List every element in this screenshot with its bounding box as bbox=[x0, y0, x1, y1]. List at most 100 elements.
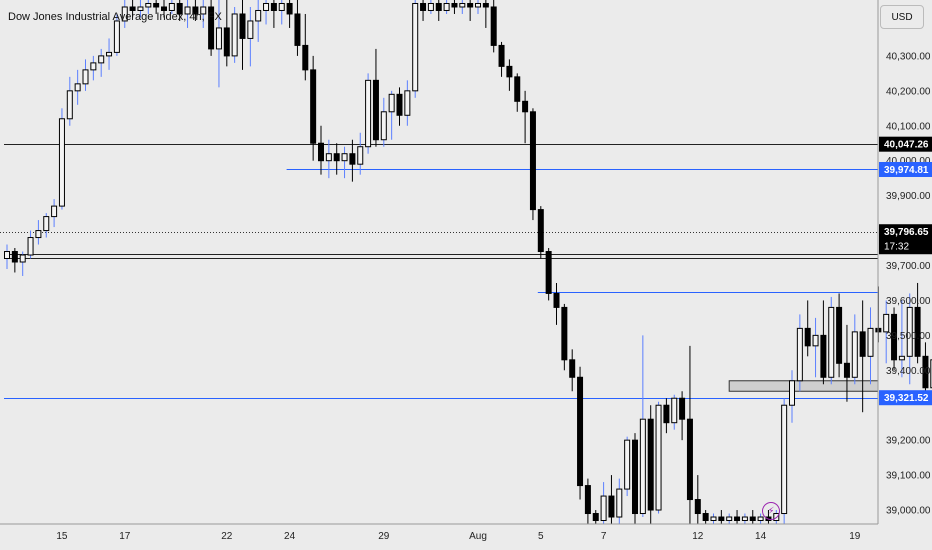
candle-body bbox=[278, 2, 285, 11]
price-tag-label: 40,047.26 bbox=[884, 140, 929, 151]
candle-body bbox=[482, 2, 489, 8]
candle-body bbox=[286, 2, 293, 15]
candle-body bbox=[192, 6, 199, 15]
candle-body bbox=[545, 251, 552, 294]
candle-body bbox=[427, 2, 434, 11]
candle-body bbox=[200, 6, 207, 15]
candle-body bbox=[671, 397, 678, 424]
candle-body bbox=[757, 516, 764, 522]
candle-body bbox=[294, 13, 301, 46]
candle-body bbox=[663, 404, 670, 424]
candle-body bbox=[396, 93, 403, 116]
price-tick-label: 39,400.00 bbox=[886, 366, 931, 377]
candle-body bbox=[632, 439, 638, 515]
candle-body bbox=[867, 327, 874, 357]
candle-body bbox=[718, 516, 725, 522]
candle-body bbox=[168, 2, 175, 11]
candle-body bbox=[891, 313, 898, 361]
candle-body bbox=[349, 153, 356, 165]
candle-body bbox=[514, 76, 521, 102]
candle-body bbox=[106, 51, 113, 57]
candle-body bbox=[4, 251, 10, 260]
candle-body bbox=[922, 355, 929, 389]
candle-body bbox=[58, 118, 65, 207]
candle-body bbox=[475, 2, 481, 8]
candle-body bbox=[380, 111, 387, 141]
candle-body bbox=[98, 55, 105, 64]
candle-body bbox=[490, 6, 497, 46]
candle-body bbox=[153, 2, 160, 8]
candle-body bbox=[859, 331, 866, 357]
candle-body bbox=[679, 397, 686, 420]
candle-body bbox=[145, 2, 152, 8]
candle-body bbox=[577, 376, 584, 487]
candle-body bbox=[11, 251, 18, 263]
price-tick-label: 39,700.00 bbox=[886, 261, 931, 272]
candle-body bbox=[616, 488, 623, 518]
price-tag-timer: 17:32 bbox=[884, 242, 909, 253]
candle-body bbox=[561, 306, 568, 361]
currency-button[interactable]: USD bbox=[880, 5, 924, 29]
candle-body bbox=[404, 90, 411, 116]
candle-body bbox=[898, 355, 905, 361]
candle-body bbox=[600, 495, 607, 522]
candle-body bbox=[553, 292, 560, 308]
candle-body bbox=[828, 306, 835, 378]
candle-body bbox=[836, 306, 843, 364]
time-tick-label: 19 bbox=[849, 531, 861, 542]
candle-body bbox=[451, 2, 458, 8]
candle-body bbox=[255, 9, 262, 22]
candle-body bbox=[239, 13, 246, 39]
time-tick-label: 17 bbox=[119, 531, 131, 542]
candle-body bbox=[412, 2, 419, 92]
candle-body bbox=[584, 485, 591, 515]
support-zone bbox=[728, 380, 879, 392]
candle-body bbox=[420, 2, 427, 11]
price-tick-label: 39,100.00 bbox=[886, 471, 931, 482]
candle-body bbox=[749, 516, 756, 522]
candle-body bbox=[223, 27, 230, 57]
candle-body bbox=[82, 69, 89, 85]
candle-body bbox=[208, 6, 215, 50]
price-tag-label: 39,796.65 bbox=[884, 227, 929, 238]
candle-body bbox=[325, 153, 332, 162]
candle-body bbox=[906, 306, 913, 357]
candle-body bbox=[302, 44, 309, 71]
candle-body bbox=[789, 380, 795, 406]
candle-body bbox=[129, 6, 136, 11]
chart-title: Dow Jones Industrial Average Index, 4h, … bbox=[8, 11, 222, 23]
candle-body bbox=[459, 2, 466, 8]
price-axis[interactable]: 40,300.0040,200.0040,100.0040,000.0039,9… bbox=[886, 51, 931, 516]
price-tag-label: 39,974.81 bbox=[884, 165, 929, 176]
time-tick-label: 15 bbox=[56, 531, 68, 542]
time-tick-label: 14 bbox=[755, 531, 767, 542]
candle-body bbox=[467, 2, 474, 8]
candle-body bbox=[796, 327, 803, 382]
price-tag bbox=[879, 390, 932, 406]
price-tick-label: 39,000.00 bbox=[886, 506, 931, 517]
time-tick-label: 5 bbox=[538, 531, 544, 542]
candle-body bbox=[90, 62, 97, 71]
price-tag bbox=[879, 224, 932, 255]
candle-body bbox=[624, 439, 631, 490]
candle-body bbox=[113, 20, 120, 53]
candle-body bbox=[247, 20, 254, 39]
candle-body bbox=[820, 334, 827, 378]
candle-body bbox=[51, 205, 58, 218]
candle-body bbox=[137, 6, 144, 11]
price-tag bbox=[879, 161, 932, 177]
candle-body bbox=[522, 100, 529, 113]
candle-body bbox=[121, 6, 128, 22]
candle-body bbox=[930, 359, 932, 389]
time-tick-label: 24 bbox=[284, 531, 296, 542]
candle-body bbox=[372, 79, 379, 141]
lightning-icon[interactable]: ⚡ bbox=[762, 502, 780, 520]
time-tick-label: 12 bbox=[692, 531, 704, 542]
candle-body bbox=[529, 111, 536, 211]
candles-layer bbox=[4, 0, 932, 524]
candle-body bbox=[176, 2, 183, 15]
candle-body bbox=[184, 6, 191, 15]
candle-body bbox=[914, 306, 921, 357]
time-axis[interactable]: 15 17 22 24 29 Aug 5 7 12 14 19 bbox=[56, 531, 860, 542]
